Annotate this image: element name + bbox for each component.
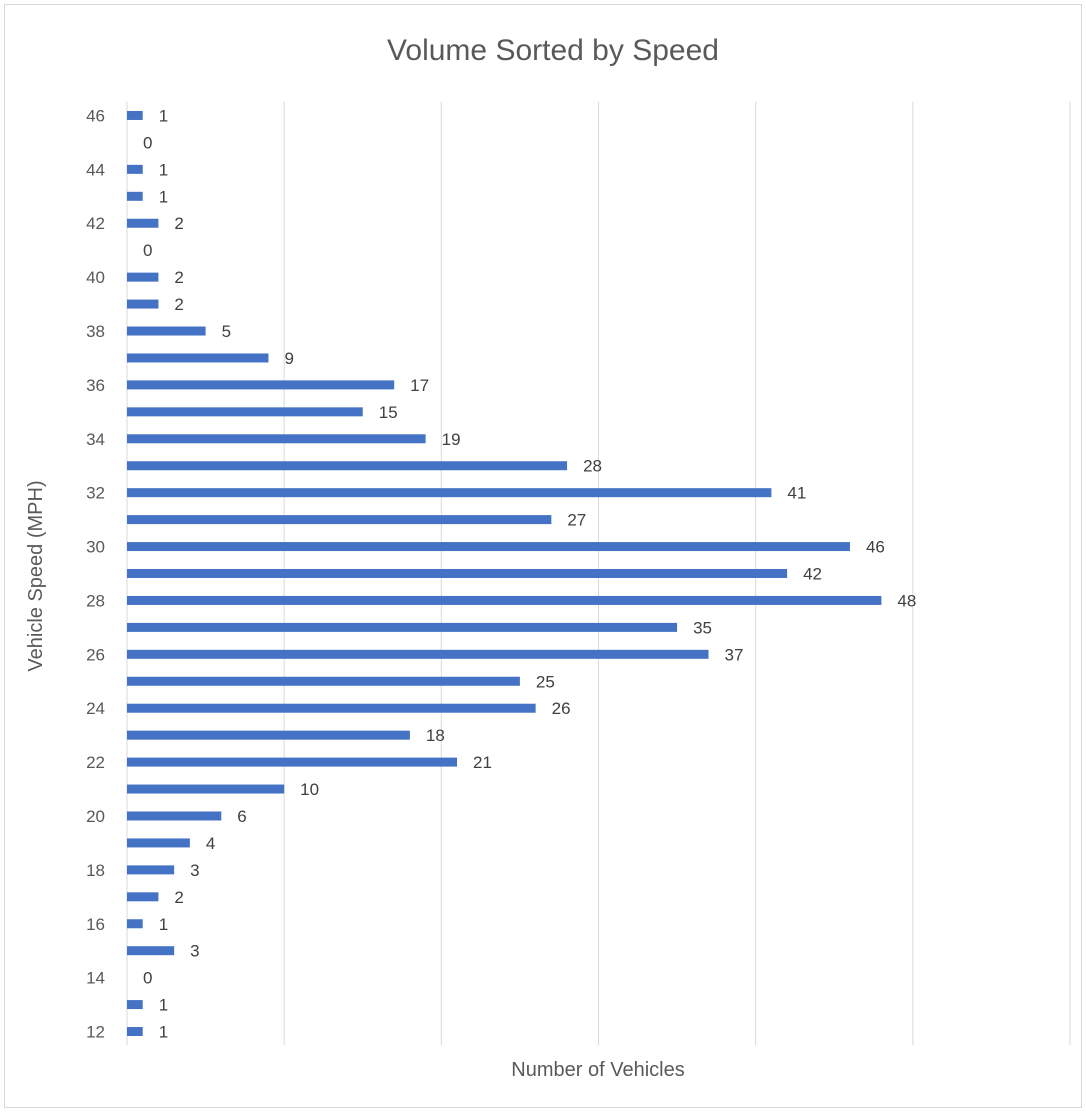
y-tick-24: 24 [86, 699, 105, 718]
data-label-31: 27 [567, 511, 586, 530]
bar-28 [127, 595, 882, 605]
data-label-12: 1 [159, 1023, 168, 1042]
bar-40 [127, 272, 159, 282]
bar-12 [127, 1027, 143, 1037]
data-labels: 1103123461021182625373548424627412819151… [143, 106, 916, 1041]
bar-29 [127, 569, 788, 578]
data-label-19: 4 [206, 834, 215, 853]
bar-30 [127, 542, 850, 552]
data-label-18: 3 [190, 861, 199, 880]
y-axis-ticks: 12 14 16 18 20 22 24 26 28 30 32 34 36 38 40 42 44 46 [86, 106, 105, 1041]
data-label-24: 26 [552, 699, 571, 718]
data-label-21: 10 [300, 780, 319, 799]
y-tick-44: 44 [86, 160, 105, 179]
y-tick-20: 20 [86, 807, 105, 826]
bar-44 [127, 164, 143, 174]
data-label-34: 19 [442, 430, 461, 449]
y-tick-36: 36 [86, 376, 105, 395]
bar-31 [127, 515, 552, 525]
bar-13 [127, 1000, 143, 1010]
bar-23 [127, 730, 410, 740]
bars [127, 110, 882, 1037]
x-axis-title: Number of Vehicles [511, 1059, 684, 1081]
y-tick-12: 12 [86, 1023, 105, 1042]
data-label-22: 21 [473, 753, 492, 772]
bar-42 [127, 218, 159, 228]
data-label-32: 41 [787, 484, 806, 503]
bar-27 [127, 622, 678, 632]
data-label-13: 1 [159, 996, 168, 1015]
y-tick-22: 22 [86, 753, 105, 772]
y-tick-14: 14 [86, 969, 105, 988]
data-label-15: 3 [190, 942, 199, 961]
y-tick-38: 38 [86, 322, 105, 341]
bar-32 [127, 488, 772, 498]
data-label-33: 28 [583, 457, 602, 476]
chart-area [4, 4, 1082, 1108]
y-tick-34: 34 [86, 430, 105, 449]
bar-16 [127, 919, 143, 929]
data-label-39: 2 [174, 295, 183, 314]
bar-18 [127, 865, 175, 875]
y-tick-28: 28 [86, 591, 105, 610]
bar-17 [127, 892, 159, 902]
bar-35 [127, 407, 363, 417]
y-tick-30: 30 [86, 538, 105, 557]
bar-21 [127, 784, 285, 794]
data-label-41: 0 [143, 241, 152, 260]
data-label-16: 1 [159, 915, 168, 934]
bar-43 [127, 191, 143, 201]
bar-37 [127, 353, 269, 363]
bar-15 [127, 946, 175, 956]
bar-46 [127, 110, 143, 120]
bar-38 [127, 326, 206, 336]
data-label-46: 1 [159, 106, 168, 125]
bar-36 [127, 380, 395, 390]
data-label-20: 6 [237, 807, 246, 826]
y-tick-26: 26 [86, 645, 105, 664]
bar-20 [127, 811, 222, 821]
y-tick-18: 18 [86, 861, 105, 880]
y-tick-40: 40 [86, 268, 105, 287]
bar-39 [127, 299, 159, 309]
data-label-44: 1 [159, 160, 168, 179]
data-label-37: 9 [284, 349, 293, 368]
data-label-36: 17 [410, 376, 429, 395]
data-label-29: 42 [803, 565, 822, 584]
data-label-26: 37 [725, 645, 744, 664]
bar-34 [127, 434, 426, 444]
data-label-17: 2 [174, 888, 183, 907]
y-axis-title: Vehicle Speed (MPH) [25, 480, 47, 671]
bar-22 [127, 757, 458, 767]
data-label-42: 2 [174, 214, 183, 233]
bar-25 [127, 676, 520, 686]
data-label-45: 0 [143, 133, 152, 152]
data-label-38: 5 [222, 322, 231, 341]
bar-19 [127, 838, 190, 848]
data-label-25: 25 [536, 672, 555, 691]
data-label-23: 18 [426, 726, 445, 745]
data-label-28: 48 [897, 591, 916, 610]
data-label-40: 2 [174, 268, 183, 287]
y-tick-32: 32 [86, 484, 105, 503]
chart-title: Volume Sorted by Speed [387, 34, 719, 67]
data-label-27: 35 [693, 618, 712, 637]
data-label-43: 1 [159, 187, 168, 206]
y-tick-16: 16 [86, 915, 105, 934]
data-label-35: 15 [379, 403, 398, 422]
y-tick-42: 42 [86, 214, 105, 233]
y-tick-46: 46 [86, 106, 105, 125]
data-label-30: 46 [866, 538, 885, 557]
data-label-14: 0 [143, 969, 152, 988]
bar-24 [127, 703, 536, 713]
bar-33 [127, 461, 568, 471]
bar-26 [127, 649, 709, 659]
